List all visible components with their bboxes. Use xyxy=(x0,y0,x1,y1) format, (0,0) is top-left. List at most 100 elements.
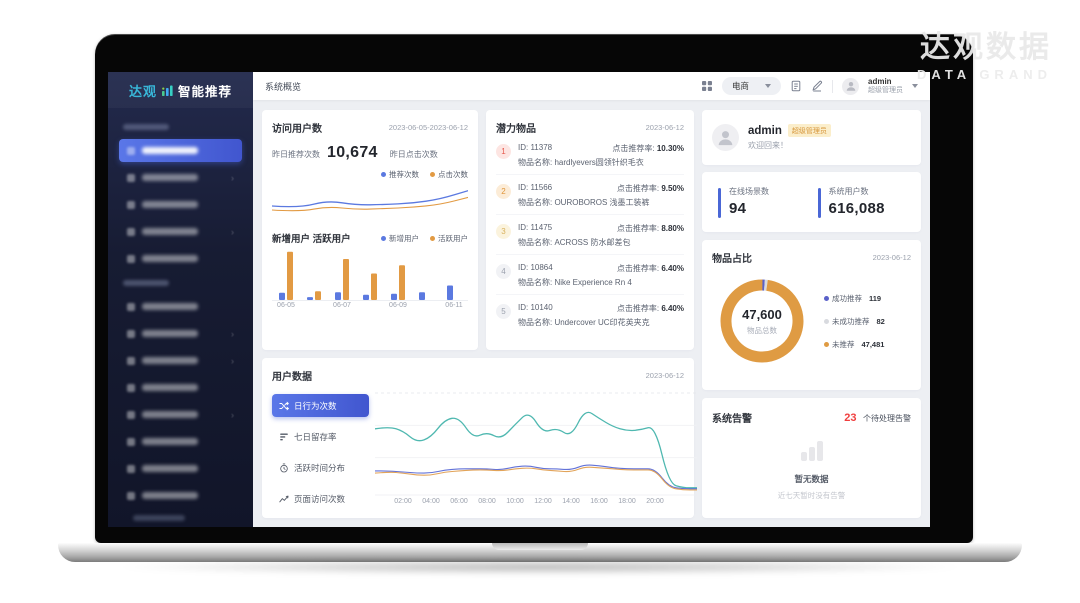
user-avatar[interactable] xyxy=(842,77,859,95)
sidebar-item-blurred[interactable] xyxy=(119,376,242,399)
sidebar-item-blurred[interactable]: › xyxy=(119,403,242,426)
grid-icon[interactable] xyxy=(701,80,713,92)
growth-chart-legend: 新增用户 活跃用户 xyxy=(381,233,468,244)
ratio-legend: 成功推荐 119 未成功推荐 82 未推荐 47,481 xyxy=(810,293,911,350)
item-id: ID: 11378 xyxy=(518,143,553,152)
breadcrumb: 系统概览 xyxy=(265,81,302,92)
sidebar-item-blurred[interactable] xyxy=(119,430,242,453)
card-item-ratio: 物品占比 2023-06-12 47,600 物品总数 成 xyxy=(702,240,921,390)
x-tick-label: 06-09 xyxy=(389,302,407,309)
user-data-tab[interactable]: 页面访问次数 xyxy=(272,487,369,510)
sidebar-item-blurred[interactable] xyxy=(119,193,242,216)
sidebar-item-blurred[interactable]: › xyxy=(119,166,242,189)
potential-item-body: ID: 11566 点击推荐率: 9.50% 物品名称: OUROBOROS 浅墨工… xyxy=(518,183,684,214)
chevron-right-icon: › xyxy=(231,355,234,366)
user-menu-chevron-icon[interactable] xyxy=(912,84,918,88)
sidebar-item-label-blurred xyxy=(142,411,198,418)
laptop-shadow xyxy=(110,559,970,575)
card-system-alerts: 系统告警 23 个待处理告警 暂无数据 近七天暂时没有告警 xyxy=(702,398,921,518)
sidebar-item-blurred[interactable] xyxy=(119,247,242,270)
sidebar-item-label-blurred xyxy=(142,228,198,235)
item-name: 物品名称: OUROBOROS 浅墨工装裤 xyxy=(518,198,650,207)
item-id: ID: 11475 xyxy=(518,223,553,232)
rank-badge: 2 xyxy=(496,184,511,199)
sidebar-item-icon xyxy=(127,491,135,500)
daily-behavior-x-axis: 02:00 04:00 06:00 08:00 10:00 12:00 14:00 16:00… xyxy=(375,498,697,508)
sidebar-item-label-blurred xyxy=(142,201,198,208)
sidebar-item-blurred[interactable]: › xyxy=(119,322,242,345)
user-data-tab[interactable]: 活跃时间分布 xyxy=(272,456,369,479)
sidebar-item-blurred[interactable] xyxy=(119,295,242,318)
legend-item[interactable]: 点击次数 xyxy=(430,169,468,180)
item-ctr: 点击推荐率: 6.40% xyxy=(616,304,684,313)
stat-system-users: 系统用户数 616,088 xyxy=(812,186,912,218)
legend-label: 新增用户 xyxy=(389,233,419,243)
x-tick-label: 10:00 xyxy=(506,498,524,505)
doc-icon[interactable] xyxy=(790,80,802,92)
x-tick-label: 12:00 xyxy=(534,498,552,505)
sidebar-item-label-blurred xyxy=(142,438,198,445)
x-tick-label: 02:00 xyxy=(394,498,412,505)
user-data-tab[interactable]: 日行为次数 xyxy=(272,394,369,417)
chevron-right-icon: › xyxy=(231,226,234,237)
item-ctr: 点击推荐率: 9.50% xyxy=(616,184,684,193)
sidebar-section-label-blurred xyxy=(123,280,169,286)
sidebar-item-blurred[interactable] xyxy=(119,457,242,480)
user-data-date: 2023-06-12 xyxy=(645,371,684,380)
role-badge: 超级管理员 xyxy=(787,124,831,137)
visit-card-date-range: 2023-06-05-2023-06-12 xyxy=(388,123,468,132)
tab-label: 七日留存率 xyxy=(294,431,337,442)
item-id: ID: 10864 xyxy=(518,263,553,272)
legend-value: 119 xyxy=(869,293,882,303)
scene-dropdown[interactable]: 电商 xyxy=(721,77,781,95)
potential-items-list: 1 ID: 11378 点击推荐率: 10.30% 物品名称: hardlyevers… xyxy=(496,135,684,335)
legend-item[interactable]: 推荐次数 xyxy=(381,169,419,180)
potential-card-title: 潜力物品 xyxy=(496,124,536,135)
sidebar-item-blurred[interactable]: › xyxy=(119,220,242,243)
sidebar-item-label-blurred xyxy=(142,330,198,337)
legend-value: 82 xyxy=(876,316,885,326)
potential-item-row[interactable]: 3 ID: 11475 点击推荐率: 8.80% 物品名称: ACROSS 防水邮差包 xyxy=(496,215,684,255)
card-user-data: 用户数据 2023-06-12 日行为次数 七日留存率 活跃时间分布 页面访问次数 0… xyxy=(262,358,697,518)
sidebar-item-blurred[interactable]: › xyxy=(119,349,242,372)
user-data-tabs: 日行为次数七日留存率活跃时间分布 页面访问次数 xyxy=(272,387,369,510)
x-tick-label: 06-05 xyxy=(277,302,295,309)
empty-state-title: 暂无数据 xyxy=(794,474,829,484)
laptop-screen-bezel: 达观 智能推荐 › › › › › xyxy=(95,34,973,543)
dashboard: 达观 智能推荐 › › › › › xyxy=(108,72,930,527)
visit-line-chart xyxy=(272,190,468,212)
stat-value: 94 xyxy=(729,200,747,217)
stat-online-scenes: 在线场景数 94 xyxy=(712,186,812,218)
potential-item-row[interactable]: 4 ID: 10864 点击推荐率: 6.40% 物品名称: Nike Experie… xyxy=(496,255,684,295)
user-menu[interactable]: admin 超级管理员 xyxy=(868,77,903,94)
content: 访问用户数 2023-06-05-2023-06-12 昨日推荐次数 10,67… xyxy=(253,100,930,527)
ratio-legend-item[interactable]: 未推荐 47,481 xyxy=(824,339,911,350)
x-tick-label: 20:00 xyxy=(646,498,664,505)
potential-item-row[interactable]: 1 ID: 11378 点击推荐率: 10.30% 物品名称: hardlyevers… xyxy=(496,135,684,175)
sidebar-item-label-blurred xyxy=(142,174,198,181)
user-data-tab[interactable]: 七日留存率 xyxy=(272,425,369,448)
rank-badge: 5 xyxy=(496,304,511,319)
alert-count-wrap: 23 个待处理告警 xyxy=(844,408,911,426)
ratio-legend-item[interactable]: 成功推荐 119 xyxy=(824,293,911,304)
legend-dot xyxy=(824,341,829,347)
sidebar-item-label-blurred xyxy=(142,303,198,310)
legend-item[interactable]: 活跃用户 xyxy=(430,233,468,244)
trend-icon xyxy=(279,494,289,504)
legend-item[interactable]: 新增用户 xyxy=(381,233,419,244)
ratio-legend-item[interactable]: 未成功推荐 82 xyxy=(824,316,911,327)
laptop-notch xyxy=(492,543,588,550)
sidebar-item-active-blurred[interactable] xyxy=(119,139,242,162)
potential-item-row[interactable]: 5 ID: 10140 点击推荐率: 6.40% 物品名称: Undercover U… xyxy=(496,295,684,335)
sidebar-item-blurred[interactable] xyxy=(119,484,242,507)
pen-icon[interactable] xyxy=(811,80,823,92)
item-id: ID: 11566 xyxy=(518,183,553,192)
sidebar-item-label-blurred xyxy=(142,147,198,154)
clock-icon xyxy=(279,463,289,473)
item-name: 物品名称: hardlyevers圆领针织毛衣 xyxy=(518,158,644,167)
welcome-greeting: 欢迎回来！ xyxy=(748,141,788,150)
potential-item-row[interactable]: 2 ID: 11566 点击推荐率: 9.50% 物品名称: OUROBOROS 浅墨… xyxy=(496,175,684,215)
stat-click-label: 昨日点击次数 xyxy=(389,150,438,159)
sidebar-item-icon xyxy=(127,356,135,365)
empty-state-subtitle: 近七天暂时没有告警 xyxy=(777,491,846,500)
